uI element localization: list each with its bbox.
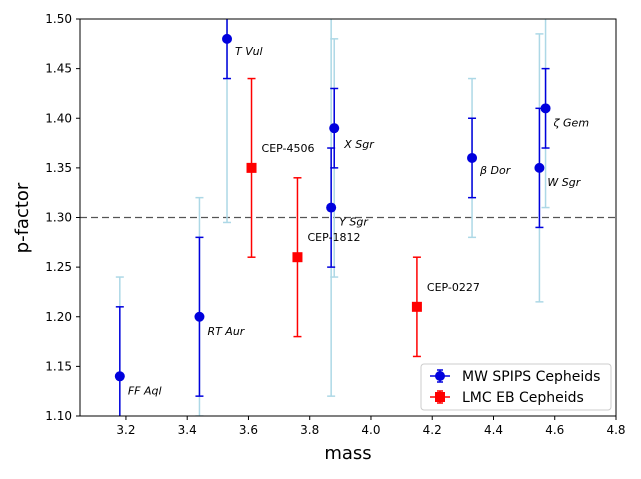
mw-point-x-sgr: [329, 123, 340, 134]
y-tick-label: 1.30: [45, 211, 72, 225]
y-tick-label: 1.15: [45, 359, 72, 373]
y-tick-label: 1.50: [45, 12, 72, 26]
mw-point-t-vul: [222, 33, 233, 44]
x-axis-title: mass: [324, 443, 371, 464]
lmc-point-cep-4506: [246, 162, 257, 173]
lmc-label-cep-1812: CEP-1812: [307, 231, 360, 244]
x-tick-label: 4.2: [423, 423, 442, 437]
x-tick-label: 4.6: [545, 423, 564, 437]
legend-mw-label: MW SPIPS Cepheids: [462, 369, 600, 385]
y-tick-label: 1.10: [45, 409, 72, 423]
y-tick-label: 1.25: [45, 260, 72, 274]
lmc-point-cep-0227: [411, 301, 422, 312]
x-tick-label: 3.6: [239, 423, 258, 437]
x-tick-label: 3.8: [300, 423, 319, 437]
mw-label-t-vul: T Vul: [235, 45, 263, 58]
y-tick-label: 1.40: [45, 111, 72, 125]
mw-label-ff-aql: FF Aql: [128, 384, 162, 397]
legend-box: [420, 363, 612, 411]
x-tick-label: 4.4: [484, 423, 503, 437]
mw-label-x-sgr: X Sgr: [343, 138, 375, 151]
mw-point-gem: [540, 103, 551, 114]
x-tick-label: 4.8: [606, 423, 625, 437]
y-axis-title: p-factor: [12, 182, 33, 253]
mw-point-rt-aur: [194, 311, 205, 322]
x-tick-label: 3.4: [178, 423, 197, 437]
lmc-label-cep-0227: CEP-0227: [427, 281, 480, 294]
lmc-point-cep-1812: [292, 252, 303, 263]
legend: MW SPIPS Cepheids LMC EB Cepheids: [420, 363, 612, 411]
x-tick-label: 3.2: [116, 423, 135, 437]
mw-label-gem: ζ Gem: [553, 116, 590, 129]
lmc-label-cep-4506: CEP-4506: [262, 142, 315, 155]
mw-label-w-sgr: W Sgr: [547, 176, 581, 189]
mw-point-ff-aql: [114, 371, 125, 382]
mw-label-dor: β Dor: [479, 164, 512, 177]
mw-label-rt-aur: RT Aur: [207, 325, 245, 338]
x-tick-label: 4.0: [361, 423, 380, 437]
legend-lmc-marker: [430, 390, 450, 404]
y-tick-label: 1.45: [45, 62, 72, 76]
mw-point-dor: [467, 152, 478, 163]
y-tick-label: 1.35: [45, 161, 72, 175]
mw-point-w-sgr: [534, 162, 545, 173]
y-tick-label: 1.20: [45, 310, 72, 324]
mw-point-y-sgr: [326, 202, 337, 213]
legend-mw-marker: [430, 369, 450, 383]
legend-lmc-label: LMC EB Cepheids: [462, 390, 584, 406]
mw-label-y-sgr: Y Sgr: [339, 216, 369, 229]
